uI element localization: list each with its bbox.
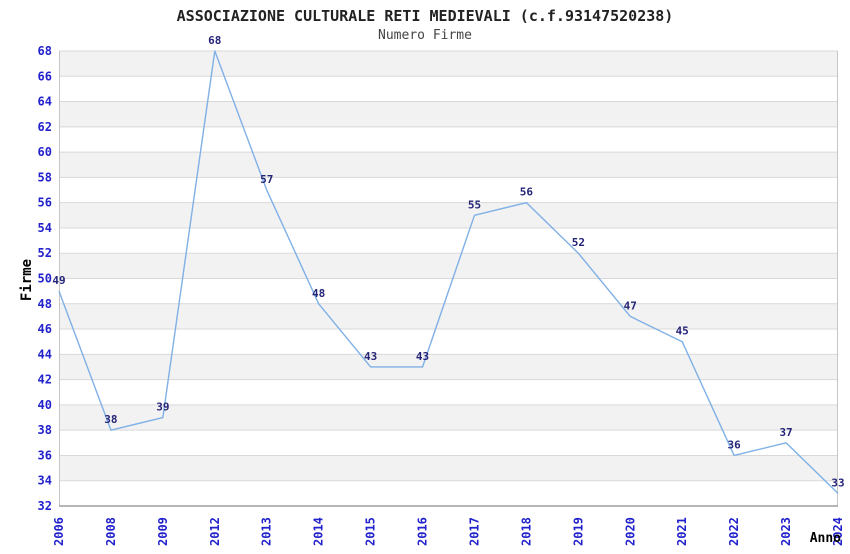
data-point-label: 56 [520, 186, 534, 199]
data-point-labels: 49 38 39 68 57 48 43 43 55 56 52 47 45 36 37 33 [52, 34, 844, 489]
data-point-label: 49 [52, 274, 65, 287]
y-tick-label: 68 [38, 44, 52, 58]
y-tick-label: 64 [38, 95, 52, 109]
y-tick-label: 66 [38, 69, 52, 83]
y-tick-label: 58 [38, 170, 52, 184]
data-point-label: 38 [104, 413, 117, 426]
band-stripe [59, 51, 838, 77]
y-tick-label: 46 [38, 322, 52, 336]
band-stripe [59, 303, 838, 330]
data-point-label: 68 [208, 34, 221, 47]
data-point-label: 37 [779, 426, 792, 439]
plot-bands [59, 51, 838, 481]
data-point-label: 43 [416, 350, 429, 363]
band-stripe [59, 202, 838, 228]
y-tick-label: 38 [38, 423, 52, 437]
data-line [58, 50, 839, 494]
y-tick-label: 40 [38, 398, 52, 412]
data-point-label: 39 [156, 401, 169, 414]
y-tick-label: 56 [38, 196, 52, 210]
x-tick-label: 2013 [260, 517, 274, 546]
x-tick-label: 2014 [312, 517, 326, 546]
x-tick-label: 2016 [416, 517, 430, 546]
band-stripe [59, 354, 838, 380]
band-stripe [59, 455, 838, 481]
x-tick-label: 2023 [779, 517, 793, 546]
y-tick-label: 52 [38, 246, 52, 260]
x-tick-label: 2017 [467, 517, 481, 546]
data-point-label: 45 [676, 325, 689, 338]
data-point-label: 52 [572, 236, 585, 249]
x-tick-label: 2024 [831, 517, 845, 546]
x-tick-label: 2019 [571, 517, 585, 546]
y-tick-label: 54 [38, 221, 52, 235]
y-tick-label: 62 [38, 120, 52, 134]
data-point-label: 57 [260, 173, 273, 186]
y-tick-label: 48 [38, 297, 52, 311]
y-tick-label: 50 [38, 272, 52, 286]
data-point-label: 55 [468, 198, 481, 211]
y-axis-title: Firme [19, 259, 35, 301]
y-tick-label: 34 [38, 474, 52, 488]
chart-subtitle: Numero Firme [378, 28, 472, 43]
data-point-label: 43 [364, 350, 377, 363]
band-stripe [59, 101, 838, 127]
y-tick-label: 42 [38, 373, 52, 387]
y-tick-label: 36 [38, 448, 52, 462]
x-tick-label: 2021 [675, 517, 689, 546]
band-stripe [59, 404, 838, 431]
y-tick-label: 44 [38, 347, 52, 361]
x-tick-label: 2018 [519, 517, 533, 546]
data-point-label: 36 [728, 438, 742, 451]
y-tick-label: 60 [38, 145, 52, 159]
x-tick-label: 2022 [727, 517, 741, 546]
x-tick-label: 2009 [156, 517, 170, 546]
x-tick-label: 2012 [208, 517, 222, 546]
x-tick-label: 2008 [104, 517, 118, 546]
data-point-label: 33 [831, 476, 844, 489]
data-point-label: 47 [624, 299, 637, 312]
chart-title: ASSOCIAZIONE CULTURALE RETI MEDIEVALI (c… [176, 7, 674, 25]
data-point-label: 48 [312, 287, 325, 300]
x-tick-label: 2006 [52, 517, 66, 546]
y-tick-label: 32 [38, 499, 52, 513]
band-stripe [59, 152, 838, 178]
x-tick-labels: 2006 2008 2009 2012 2013 2014 2015 2016 2017 2018… [52, 517, 845, 546]
y-tick-labels: 68 66 64 62 60 58 56 54 52 50 48 46 44 42 40 38 36 34 32 [38, 44, 52, 513]
x-axis-title: Anno [810, 531, 841, 546]
band-stripe [59, 253, 838, 279]
x-tick-label: 2020 [623, 517, 637, 546]
x-tick-label: 2015 [364, 517, 378, 546]
plot-border [59, 51, 838, 507]
grid-lines [59, 50, 838, 507]
